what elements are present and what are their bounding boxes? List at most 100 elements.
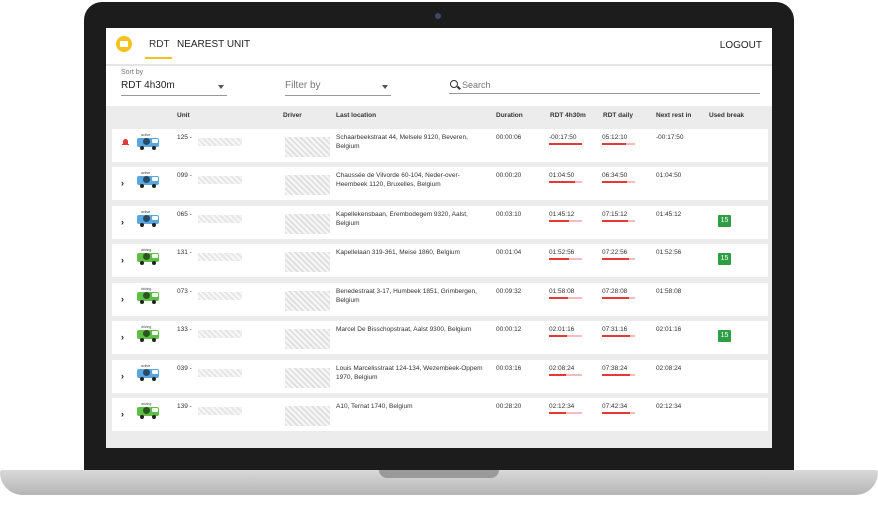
rdt-4h30m-value: -00:17:50 [549, 134, 577, 141]
van-window [152, 331, 158, 335]
filter-select[interactable]: Filter by [285, 80, 391, 96]
duration: 00:09:32 [496, 288, 522, 295]
chevron-right-icon[interactable]: › [121, 294, 124, 304]
driver-redacted [285, 368, 330, 388]
table-row[interactable]: › active 065 - Kapellekensbaan, Erembodegem… [112, 206, 768, 239]
filter-select-placeholder: Filter by [285, 80, 321, 91]
table-row[interactable]: › active 099 - Chaussée de Vilvorde 60-104,… [112, 167, 768, 200]
chevron-right-icon[interactable]: › [121, 178, 124, 188]
driver-redacted [285, 175, 330, 195]
next-rest-in: 02:12:34 [656, 403, 682, 410]
last-location: A10, Ternat 1740, Belgium [336, 403, 413, 410]
van-wheel [152, 223, 156, 227]
rdt-4h30m-value: 01:52:56 [549, 249, 575, 256]
rdt-daily-bar [602, 297, 635, 299]
van-wheel [140, 377, 144, 381]
chevron-right-icon[interactable]: › [121, 409, 124, 419]
van-wheel [152, 415, 156, 419]
chevron-down-icon [218, 85, 224, 89]
used-break-badge: 15 [718, 215, 731, 227]
unit-id: 065 - [177, 211, 192, 218]
van-status-tag: driving [141, 402, 152, 406]
top-navbar: RDT NEAREST UNIT LOGOUT [106, 28, 772, 66]
header-rdt-4h30m[interactable]: RDT 4h30m [550, 112, 586, 119]
table-row[interactable]: › driving 133 - Marcel De Bisschopstraat, A… [112, 321, 768, 354]
sort-select[interactable]: RDT 4h30m [121, 80, 227, 96]
unit-name-redacted [198, 292, 242, 300]
header-duration[interactable]: Duration [496, 112, 523, 119]
van-window [152, 254, 158, 258]
van-window [152, 139, 158, 143]
header-used-break[interactable]: Used break [709, 112, 745, 119]
header-rdt-daily[interactable]: RDT daily [603, 112, 633, 119]
chevron-right-icon[interactable]: › [121, 255, 124, 265]
van-wheel [140, 338, 144, 342]
unit-id: 125 - [177, 134, 192, 141]
rdt-4h30m-value: 02:12:34 [549, 403, 575, 410]
duration: 00:00:06 [496, 134, 522, 141]
used-break-badge: 15 [718, 330, 731, 342]
header-next-rest-in[interactable]: Next rest in [656, 112, 692, 119]
chevron-down-icon [382, 85, 388, 89]
van-wheel [140, 261, 144, 265]
table-row[interactable]: active 125 - Schaarbeekstraat 44, Melsele … [112, 129, 768, 162]
chevron-right-icon[interactable]: › [121, 332, 124, 342]
table-row[interactable]: › active 039 - Louis Marcelisstraat 124-134… [112, 360, 768, 393]
table-row[interactable]: › driving 073 - Benedestraat 3-17, Humbeek … [112, 283, 768, 316]
last-location: Chaussée de Vilvorde 60-104, Neder-over-… [336, 172, 460, 188]
rdt-4h30m-bar-fill [549, 297, 569, 299]
used-break-badge: 15 [718, 253, 731, 265]
header-last-location[interactable]: Last location [336, 112, 377, 119]
header-driver[interactable]: Driver [283, 112, 302, 119]
table-row[interactable]: › driving 131 - Kapellelaan 319-361, Meise … [112, 244, 768, 277]
search-input[interactable] [462, 78, 752, 91]
table-header: Unit Driver Last location Duration RDT 4… [106, 112, 772, 126]
van-wheel [152, 261, 156, 265]
van-status-symbol [143, 330, 150, 337]
next-rest-in: 01:58:08 [656, 288, 682, 295]
unit-id: 133 - [177, 326, 192, 333]
last-location: Benedestraat 3-17, Humbeek 1851, Grimber… [336, 288, 477, 304]
tab-rdt[interactable]: RDT [149, 39, 170, 50]
van-status-symbol [143, 138, 150, 145]
logout-button[interactable]: LOGOUT [719, 40, 762, 51]
van-window [152, 370, 158, 374]
tab-nearest-unit[interactable]: NEAREST UNIT [177, 39, 251, 50]
next-rest-in: 02:01:16 [656, 326, 682, 333]
driver-redacted [285, 406, 330, 426]
van-wheel [140, 223, 144, 227]
van-wheel [152, 300, 156, 304]
unit-name-redacted [198, 253, 242, 261]
table-row[interactable]: › driving 139 - A10, Ternat 1740, Belgium 00… [112, 398, 768, 431]
rdt-daily-bar-fill [602, 412, 631, 414]
van-icon: driving [137, 248, 161, 266]
last-location: Marcel De Bisschopstraat, Aalst 9300, Be… [336, 326, 472, 333]
driver-redacted [285, 252, 330, 272]
van-icon: driving [137, 402, 161, 420]
rdt-4h30m-bar-fill [549, 220, 570, 222]
header-unit[interactable]: Unit [177, 112, 190, 119]
rdt-4h30m-bar [549, 297, 582, 299]
van-status-tag: driving [141, 325, 152, 329]
van-status-symbol [143, 215, 150, 222]
chevron-right-icon[interactable]: › [121, 371, 124, 381]
last-location: Kapellekensbaan, Erembodegem 9320, Aalst… [336, 211, 468, 227]
unit-name-redacted [198, 215, 242, 223]
rdt-daily-bar-fill [602, 220, 629, 222]
van-wheel [140, 146, 144, 150]
duration: 00:00:12 [496, 326, 522, 333]
van-status-symbol [143, 407, 150, 414]
van-status-tag: active [141, 210, 151, 214]
unit-id: 073 - [177, 288, 192, 295]
chevron-right-icon[interactable]: › [121, 217, 124, 227]
duration: 00:28:20 [496, 403, 522, 410]
rdt-daily-bar-fill [602, 374, 631, 376]
unit-name-redacted [198, 369, 242, 377]
laptop-notch [379, 470, 499, 478]
duration: 00:03:16 [496, 365, 522, 372]
rdt-4h30m-bar [549, 220, 582, 222]
rdt-daily-value: 07:42:34 [602, 403, 628, 410]
search-box[interactable] [449, 78, 760, 94]
rdt-daily-bar [602, 143, 635, 145]
app-logo-icon[interactable] [116, 36, 132, 52]
